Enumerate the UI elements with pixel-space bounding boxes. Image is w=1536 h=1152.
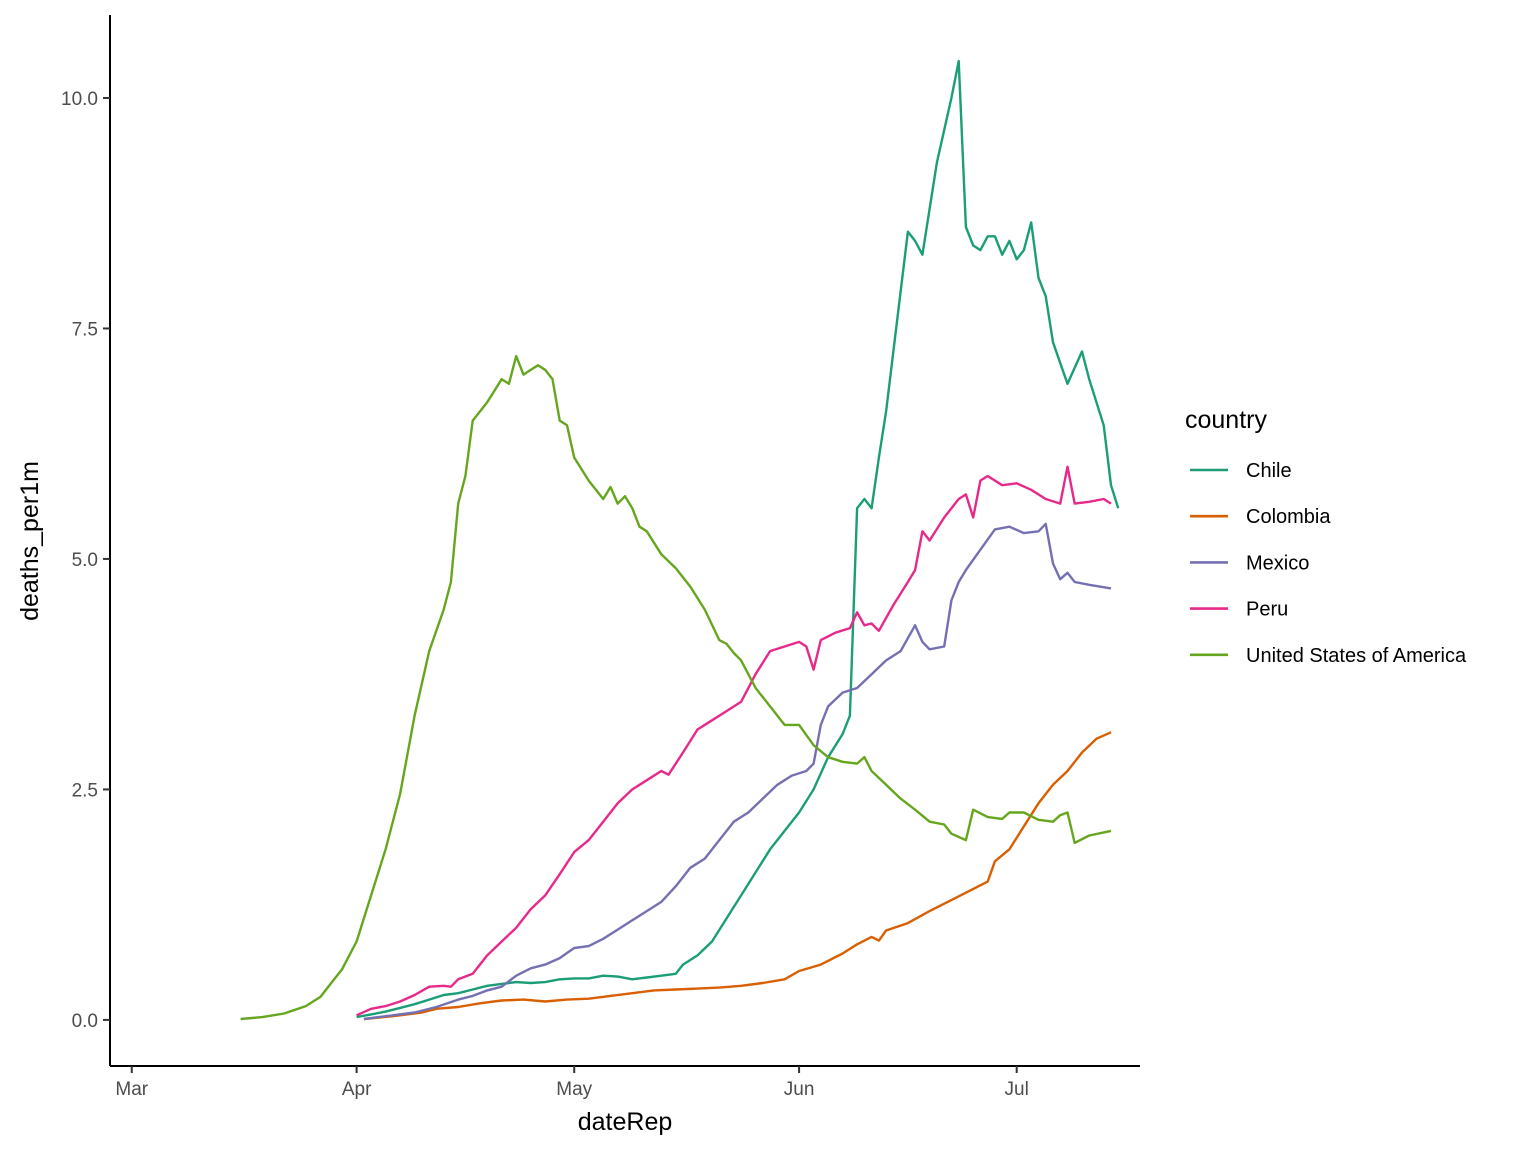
y-tick-label: 10.0 [61,89,98,110]
legend-label: United States of America [1246,645,1467,667]
series-line-peru [356,465,1112,1017]
legend-label: Peru [1246,599,1288,621]
legend-title: country [1185,406,1267,434]
y-tick-label: 7.5 [72,319,98,340]
legend-label: Chile [1246,460,1292,482]
legend-label: Mexico [1246,552,1309,574]
y-axis-ticks: 0.0 2.5 5.0 7.5 10.0 [61,89,110,1032]
series-line-united-states-of-america [240,354,1112,1021]
series-line-chile [356,59,1120,1019]
y-tick-label: 0.0 [72,1011,98,1032]
series-lines [240,59,1120,1021]
x-axis-ticks: Mar Apr May Jun Jul [115,1066,1029,1100]
legend-label: Colombia [1246,506,1331,528]
series-line-mexico [363,522,1112,1021]
x-tick-label: Jun [784,1079,815,1100]
y-tick-label: 2.5 [72,780,98,801]
x-tick-label: Apr [342,1079,372,1100]
x-axis-title: dateRep [578,1108,673,1136]
y-tick-label: 5.0 [72,550,98,571]
x-tick-label: May [556,1079,592,1100]
plot-area [240,59,1120,1021]
x-tick-label: Mar [115,1079,148,1100]
series-line-colombia [363,731,1112,1021]
y-axis-title: deaths_per1m [16,461,44,621]
x-tick-label: Jul [1005,1079,1029,1100]
legend: country Chile Colombia Mexico Peru United St… [1185,406,1467,667]
